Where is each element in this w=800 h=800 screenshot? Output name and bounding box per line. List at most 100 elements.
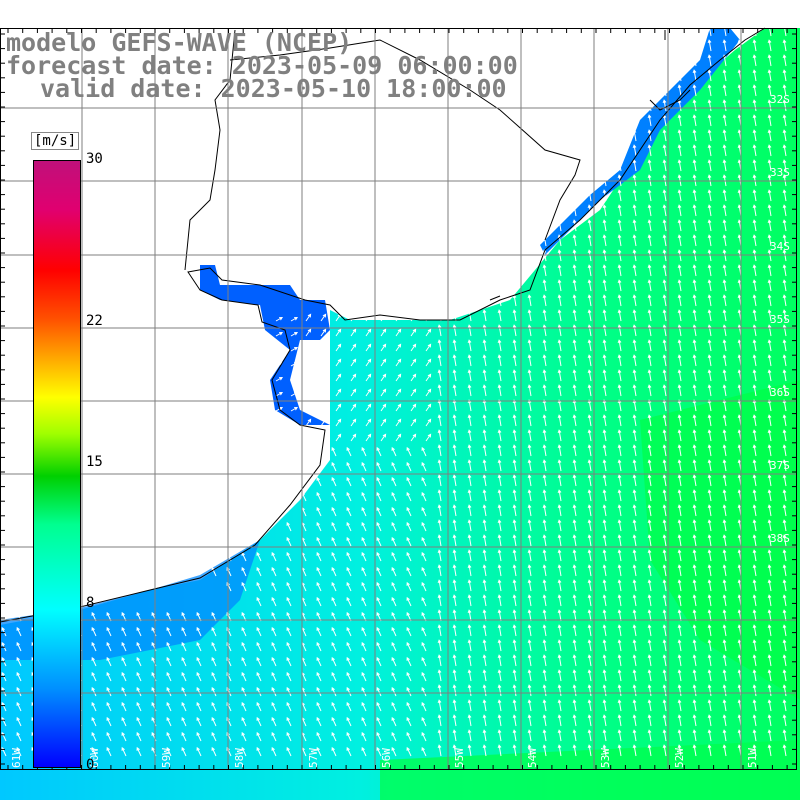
wind-arrow <box>707 324 712 337</box>
wind-arrow <box>305 433 312 442</box>
wind-arrow <box>767 84 772 97</box>
wind-arrow <box>305 418 312 427</box>
wind-arrow <box>692 324 697 337</box>
wind-arrow <box>425 328 432 337</box>
wind-arrow <box>692 669 697 682</box>
wind-arrow <box>497 624 502 637</box>
wind-arrow <box>271 731 277 742</box>
wind-arrow <box>497 429 502 442</box>
wind-arrow <box>542 519 547 532</box>
wind-arrow <box>707 744 712 757</box>
wind-arrow <box>587 264 592 277</box>
wind-arrow <box>767 159 772 172</box>
wind-arrow <box>256 656 262 667</box>
wind-arrow <box>542 369 547 382</box>
wind-arrow <box>376 476 382 487</box>
wind-arrow <box>782 264 787 277</box>
wind-arrow <box>527 579 532 592</box>
wind-arrow <box>361 446 367 457</box>
wind-arrow <box>316 596 322 607</box>
wind-arrow <box>421 476 427 487</box>
wind-arrow <box>632 684 637 697</box>
wind-arrow <box>527 414 532 427</box>
wind-arrow <box>335 358 342 367</box>
wind-arrow <box>767 459 772 472</box>
wind-arrow <box>752 624 757 637</box>
wind-arrow <box>376 536 382 547</box>
wind-arrow <box>181 641 187 652</box>
wind-arrow <box>256 716 262 727</box>
wind-arrow <box>437 519 442 532</box>
wind-arrow <box>617 489 622 502</box>
wind-arrow <box>587 414 592 427</box>
wind-arrow <box>752 204 757 217</box>
wind-arrow <box>782 39 787 52</box>
wind-arrow <box>181 746 187 757</box>
wind-arrow <box>602 414 607 427</box>
wind-arrow <box>512 639 517 652</box>
wind-arrow <box>767 249 772 262</box>
wind-arrow <box>767 684 772 697</box>
wind-arrow <box>647 594 652 607</box>
wind-arrow <box>617 594 622 607</box>
wind-arrow <box>572 339 577 352</box>
wind-arrow <box>452 369 457 382</box>
wind-arrow <box>410 343 417 352</box>
wind-arrow <box>632 609 637 622</box>
wind-arrow <box>632 129 637 142</box>
wind-arrow <box>662 324 667 337</box>
wind-arrow <box>256 581 262 592</box>
wind-arrow <box>557 519 562 532</box>
wind-arrow <box>181 551 187 562</box>
wind-arrow <box>662 744 667 757</box>
wind-arrow <box>617 309 622 322</box>
wind-arrow <box>286 731 292 742</box>
latitude-label: 36S <box>770 386 790 399</box>
wind-arrow <box>662 144 667 157</box>
wind-arrow <box>617 399 622 412</box>
wind-arrow <box>365 343 372 352</box>
wind-arrow <box>316 746 322 757</box>
wind-arrow <box>587 384 592 397</box>
wind-arrow <box>692 294 697 307</box>
wind-arrow <box>361 686 367 697</box>
coast-path <box>0 27 766 623</box>
wind-arrow <box>256 641 262 652</box>
wind-arrow <box>647 474 652 487</box>
wind-arrow <box>722 699 727 712</box>
wind-arrow <box>331 626 337 637</box>
wind-arrow <box>722 114 727 127</box>
wind-arrow <box>722 654 727 667</box>
wind-arrow <box>241 626 247 637</box>
wind-arrow <box>662 459 667 472</box>
wind-arrow <box>380 433 387 442</box>
wind-arrow <box>391 716 397 727</box>
wind-arrow <box>316 686 322 697</box>
wind-arrow <box>497 309 502 322</box>
wind-arrow <box>632 324 637 337</box>
wind-arrow <box>647 699 652 712</box>
wind-arrow <box>587 249 592 262</box>
wind-arrow <box>452 594 457 607</box>
wind-arrow <box>557 639 562 652</box>
wind-arrow <box>647 399 652 412</box>
wind-arrow <box>617 294 622 307</box>
wind-arrow <box>707 309 712 322</box>
wind-arrow <box>617 534 622 547</box>
wind-arrow <box>632 399 637 412</box>
wind-arrow <box>256 671 262 682</box>
wind-arrow <box>395 358 402 367</box>
wind-arrow <box>707 189 712 202</box>
wind-arrow <box>662 669 667 682</box>
wind-arrow <box>350 373 357 382</box>
wind-arrow <box>752 264 757 277</box>
wind-arrow <box>316 446 322 457</box>
wind-arrow <box>482 669 487 682</box>
wind-arrow <box>677 159 682 172</box>
wind-arrow <box>692 84 697 97</box>
wind-arrow <box>271 581 277 592</box>
wind-arrow <box>782 519 787 532</box>
wind-arrow <box>365 388 372 397</box>
wind-arrow <box>692 384 697 397</box>
wind-arrow <box>391 461 397 472</box>
